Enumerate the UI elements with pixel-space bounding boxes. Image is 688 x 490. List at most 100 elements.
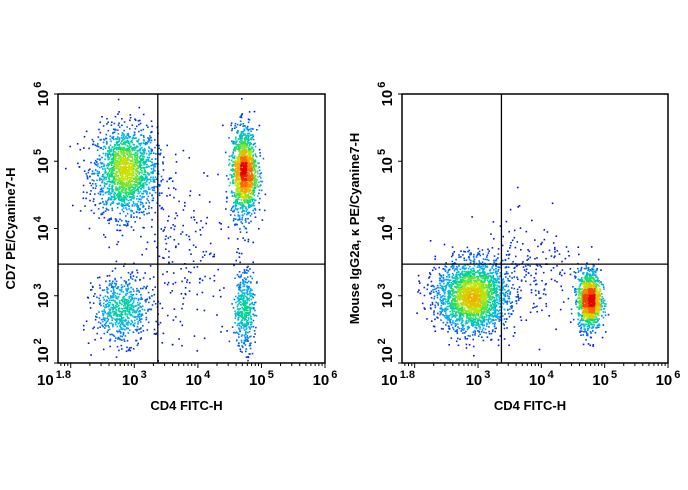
data-point [209, 252, 212, 255]
data-point [122, 170, 124, 172]
data-point [135, 173, 138, 176]
data-point [239, 281, 242, 284]
data-point [250, 302, 253, 305]
data-point [437, 304, 439, 306]
data-point [245, 278, 247, 281]
data-point [236, 123, 239, 126]
data-point [116, 178, 118, 181]
data-point [127, 313, 129, 316]
data-point [188, 249, 191, 251]
data-point [172, 224, 174, 226]
x-tick-label: 10 6 [313, 369, 338, 389]
data-point [502, 322, 505, 325]
data-point [131, 204, 134, 206]
data-point [132, 306, 134, 308]
data-point [107, 156, 109, 159]
data-point [154, 191, 157, 194]
data-point [115, 283, 118, 285]
data-point [248, 201, 251, 204]
data-point [495, 327, 497, 329]
data-point [135, 160, 137, 163]
data-point [238, 183, 241, 186]
data-point [242, 302, 245, 304]
data-point [245, 150, 248, 153]
data-point [130, 286, 132, 289]
data-point [119, 320, 121, 323]
data-point [145, 287, 147, 289]
data-point [466, 338, 469, 340]
data-point [194, 230, 197, 233]
data-point [550, 269, 553, 272]
data-point [136, 287, 138, 290]
data-point [162, 256, 164, 259]
data-point [97, 277, 99, 279]
data-point [117, 241, 120, 243]
data-point [82, 184, 85, 187]
data-point [152, 276, 155, 278]
data-point [432, 285, 434, 287]
data-point [128, 189, 130, 191]
data-point [495, 260, 497, 262]
data-point [144, 143, 147, 146]
data-point [126, 321, 129, 324]
data-point [134, 316, 136, 319]
data-point [115, 313, 117, 316]
data-point [127, 349, 130, 352]
data-point [108, 162, 110, 165]
data-point [424, 308, 426, 310]
data-point [156, 246, 158, 249]
data-point [108, 222, 110, 225]
data-point [117, 133, 120, 135]
data-point [118, 300, 121, 302]
data-point [111, 136, 113, 139]
data-point [434, 306, 437, 309]
data-point [115, 305, 118, 308]
data-point [119, 171, 121, 174]
data-point [132, 305, 134, 307]
data-point [83, 329, 85, 331]
data-point [149, 153, 152, 155]
data-point [132, 348, 135, 350]
data-point [129, 114, 132, 116]
data-point [113, 138, 115, 141]
data-point [118, 330, 120, 333]
data-point [101, 162, 104, 164]
data-point [245, 143, 248, 145]
data-point [111, 311, 114, 313]
data-point [241, 201, 244, 204]
data-point [253, 303, 255, 306]
data-point [238, 285, 241, 287]
data-point [244, 340, 247, 342]
data-point [122, 328, 125, 330]
data-point [123, 181, 125, 184]
data-point [572, 318, 575, 321]
data-point [250, 298, 253, 301]
data-point [119, 178, 121, 180]
data-point [99, 139, 102, 141]
data-point [474, 332, 476, 335]
data-point [254, 199, 257, 201]
data-point [130, 323, 132, 325]
data-point [115, 304, 117, 307]
data-point [120, 167, 122, 170]
data-point [116, 331, 119, 333]
data-point [249, 275, 252, 278]
data-point [121, 168, 123, 171]
data-point [227, 226, 230, 228]
data-point [118, 329, 121, 331]
data-point [118, 185, 121, 188]
data-point [245, 338, 248, 341]
data-point [535, 283, 538, 285]
data-point [250, 185, 253, 188]
data-point [119, 319, 121, 321]
data-point [260, 172, 262, 174]
data-point [133, 316, 135, 318]
data-point [143, 210, 145, 213]
data-point [119, 330, 121, 333]
data-point [142, 162, 144, 164]
data-point [240, 199, 243, 201]
data-point [239, 170, 241, 172]
data-point [111, 292, 114, 295]
data-point [213, 280, 216, 282]
data-point [102, 193, 105, 196]
